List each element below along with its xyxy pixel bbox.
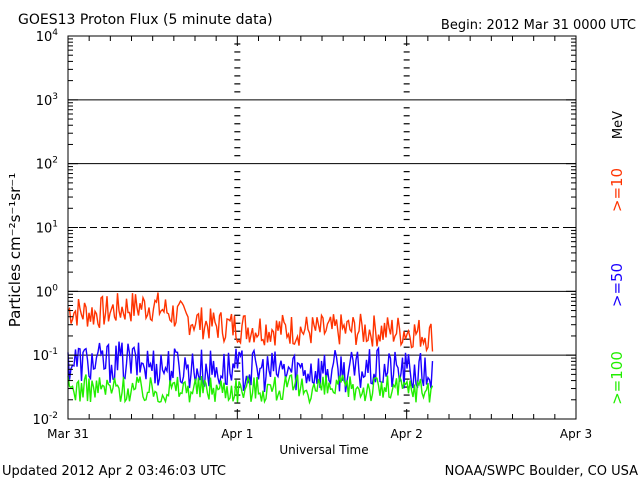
series-line [67,292,434,353]
x-axis: Mar 31 Apr 1 Apr 2 Apr 3 [47,36,592,441]
x-axis-label: Universal Time [279,443,368,457]
y-axis-label: Particles cm⁻²s⁻¹sr⁻¹ [6,173,24,327]
x-tick-label: Apr 3 [560,427,592,441]
data-source: NOAA/SWPC Boulder, CO USA [445,464,638,479]
y-tick-label: 10-2 [32,411,58,428]
data-series [67,292,434,405]
series-line [67,341,434,393]
y-tick-label: 102 [36,156,58,173]
y-tick-label: 101 [36,220,58,237]
updated-timestamp: Updated 2012 Apr 2 03:46:03 UTC [2,464,226,479]
legend-label: >=100 [608,351,626,405]
x-tick-label: Mar 31 [47,427,89,441]
y-tick-label: 104 [36,28,59,45]
y-tick-label: 100 [36,283,59,300]
unit-label: MeV [611,111,626,139]
legend-label: >=50 [608,263,626,307]
y-axis: 10-2 10-1 100 101 102 103 104 [32,28,576,428]
begin-time: Begin: 2012 Mar 31 0000 UTC [441,18,636,33]
x-tick-label: Apr 2 [391,427,423,441]
y-tick-label: 10-1 [32,347,58,364]
y-tick-label: 103 [36,92,58,109]
reference-lines [68,99,576,356]
chart-title: GOES13 Proton Flux (5 minute data) [18,12,273,28]
legend-label: >=10 [608,168,626,212]
series-legend: MeV >=10 >=50 >=100 [608,111,626,405]
series-line [67,373,434,405]
x-tick-label: Apr 1 [221,427,253,441]
